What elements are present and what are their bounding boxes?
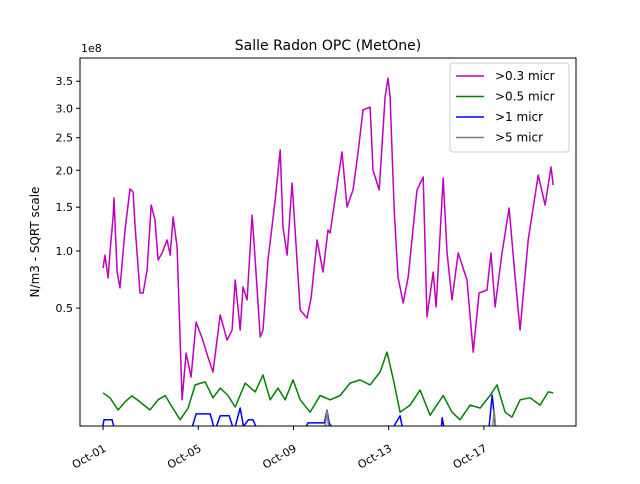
x-tick-label: Oct-09 — [260, 442, 299, 472]
plot-area-frame — [79, 57, 577, 427]
series-line-2 — [102, 394, 497, 426]
y-tick-label: 2.0 — [56, 164, 74, 177]
y-tick-label: 1.0 — [56, 245, 74, 258]
y-offset-label: 1e8 — [81, 42, 102, 55]
legend-label-2: >1 micr — [495, 110, 543, 124]
y-axis-label: N/m3 - SQRT scale — [28, 187, 42, 298]
y-tick-label: 2.5 — [56, 132, 74, 145]
legend-label-1: >0.5 micr — [495, 90, 555, 104]
chart-title: Salle Radon OPC (MetOne) — [235, 38, 421, 54]
x-tick-label: Oct-17 — [451, 442, 490, 472]
x-tick-label: Oct-05 — [165, 442, 204, 472]
legend-label-3: >5 micr — [495, 131, 543, 145]
x-tick-label: Oct-01 — [70, 442, 109, 472]
y-tick-label: 1.5 — [56, 201, 74, 214]
y-tick-label: 0.5 — [56, 302, 74, 315]
series-line-1 — [102, 351, 554, 421]
y-tick-label: 3.5 — [56, 75, 74, 88]
legend-label-0: >0.3 micr — [495, 69, 555, 83]
legend: >0.3 micr >0.5 micr >1 micr >5 micr — [449, 62, 570, 153]
y-tick-label: 3.0 — [56, 102, 74, 115]
series-line-3 — [324, 409, 497, 426]
legend-box — [449, 62, 570, 153]
x-tick-label: Oct-13 — [356, 442, 395, 472]
series-line-0 — [102, 77, 554, 401]
